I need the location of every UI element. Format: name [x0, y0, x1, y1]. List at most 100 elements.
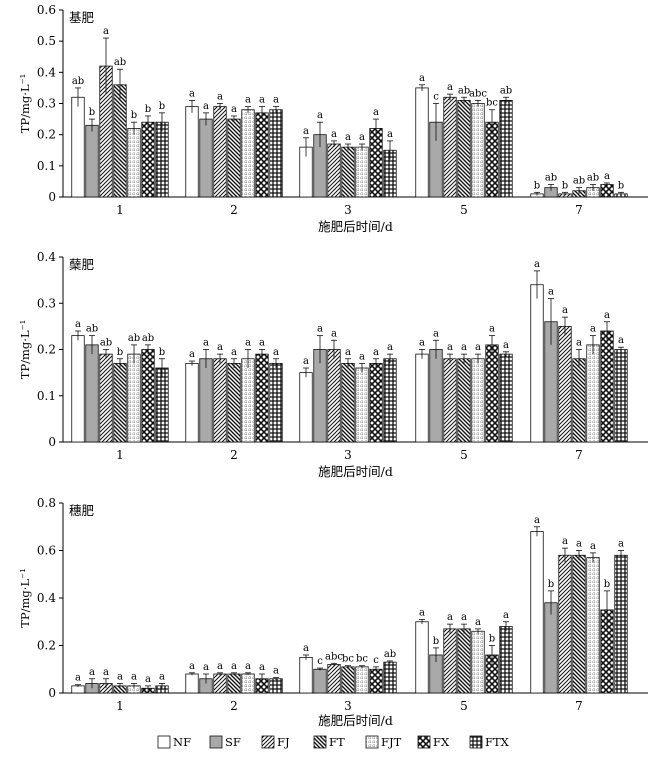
significance-letter: b: [145, 104, 151, 115]
bar-FJT-5: [471, 103, 485, 198]
legend-swatch: [209, 735, 223, 749]
x-tick-label: 7: [575, 699, 583, 713]
bar-FJT-1: [127, 353, 141, 443]
bar-FTX-5: [499, 99, 513, 198]
significance-letter: a: [590, 541, 596, 552]
bar-FTX-2: [269, 362, 283, 443]
significance-letter: a: [331, 328, 337, 339]
significance-letter: a: [618, 335, 624, 346]
significance-letter: a: [317, 110, 323, 121]
significance-letter: a: [217, 342, 223, 353]
significance-letter: b: [562, 180, 568, 191]
significance-letter: a: [387, 129, 393, 140]
y-tick-label: 0.4: [37, 65, 56, 79]
legend-swatch: [261, 735, 275, 749]
x-tick-label: 5: [460, 448, 468, 462]
bar-FX-3: [369, 362, 383, 443]
legend-item-NF: NF: [157, 735, 191, 749]
significance-letter: a: [273, 347, 279, 358]
legend-item-FJ: FJ: [261, 735, 290, 749]
bar-FT-2: [227, 673, 241, 694]
bar-FJ-7: [558, 325, 572, 443]
bar-FTX-3: [383, 661, 397, 694]
significance-letter: a: [159, 672, 165, 683]
legend-label: FJ: [277, 735, 290, 749]
legend: NF SF FJ FT FJT FX FTX: [157, 735, 510, 749]
significance-letter: a: [548, 287, 554, 298]
significance-letter: ab: [86, 324, 98, 335]
bar-FT-5: [457, 358, 471, 443]
bar-FX-7: [600, 330, 614, 443]
significance-letter: a: [618, 539, 624, 550]
significance-letter: b: [159, 347, 165, 358]
significance-letter: a: [231, 347, 237, 358]
significance-letter: a: [189, 661, 195, 672]
bar-NF-5: [415, 353, 429, 443]
significance-letter: a: [534, 515, 540, 526]
bar-FTX-1: [155, 367, 169, 443]
bar-FJ-5: [443, 358, 457, 443]
y-tick-label: 0.4: [37, 250, 56, 264]
significance-letter: a: [562, 305, 568, 316]
x-tick-label: 2: [230, 448, 238, 462]
y-tick-label: 0.4: [37, 591, 56, 605]
significance-letter: a: [475, 342, 481, 353]
bar-FJ-2: [213, 106, 227, 198]
x-tick-label: 3: [344, 203, 352, 217]
significance-letter: a: [419, 607, 425, 618]
y-tick-label: 0.1: [37, 159, 56, 173]
significance-letter: ab: [128, 333, 140, 344]
y-tick-label: 0.2: [37, 128, 56, 142]
significance-letter: b: [604, 579, 610, 590]
significance-letter: ab: [573, 176, 585, 187]
significance-letter: ab: [458, 85, 470, 96]
bar-FX-2: [255, 353, 269, 443]
bar-FJT-2: [241, 109, 255, 198]
legend-label: FT: [329, 735, 345, 749]
bar-SF-5: [429, 349, 443, 443]
bar-FX-5: [485, 344, 499, 443]
significance-letter: a: [245, 661, 251, 672]
y-tick-label: 0: [48, 686, 56, 700]
significance-letter: b: [159, 101, 165, 112]
significance-letter: a: [461, 342, 467, 353]
panel-label: 蘖肥: [69, 257, 95, 272]
significance-letter: a: [447, 82, 453, 93]
bar-FJ-7: [558, 554, 572, 694]
bar-FJT-2: [241, 673, 255, 694]
significance-letter: a: [231, 104, 237, 115]
bar-FTX-3: [383, 358, 397, 443]
legend-item-SF: SF: [209, 735, 241, 749]
significance-letter: a: [75, 673, 81, 684]
significance-letter: b: [131, 110, 137, 121]
significance-letter: a: [503, 340, 509, 351]
legend-swatch: [365, 735, 379, 749]
x-axis-label: 施肥后时间/d: [318, 713, 393, 728]
bar-FJ-3: [327, 664, 341, 694]
bar-FJT-1: [127, 128, 141, 198]
significance-letter: a: [131, 672, 137, 683]
x-axis-label: 施肥后时间/d: [318, 464, 393, 479]
significance-letter: a: [433, 328, 439, 339]
bar-FX-7: [600, 184, 614, 198]
bar-FTX-7: [614, 349, 628, 443]
significance-letter: b: [618, 180, 624, 191]
bar-FJT-7: [586, 557, 600, 694]
y-tick-label: 0.6: [37, 544, 56, 558]
significance-letter: a: [447, 342, 453, 353]
significance-letter: b: [548, 579, 554, 590]
significance-letter: b: [489, 634, 495, 645]
panel-label: 穗肥: [69, 503, 95, 518]
legend-label: FTX: [485, 735, 510, 749]
significance-letter: a: [317, 324, 323, 335]
significance-letter: a: [419, 338, 425, 349]
significance-letter: a: [273, 95, 279, 106]
legend-label: NF: [173, 735, 191, 749]
bar-FJ-2: [213, 673, 227, 694]
significance-letter: a: [576, 338, 582, 349]
significance-letter: a: [303, 356, 309, 367]
significance-letter: a: [189, 88, 195, 99]
significance-letter: a: [245, 338, 251, 349]
bar-FJT-2: [241, 358, 255, 443]
